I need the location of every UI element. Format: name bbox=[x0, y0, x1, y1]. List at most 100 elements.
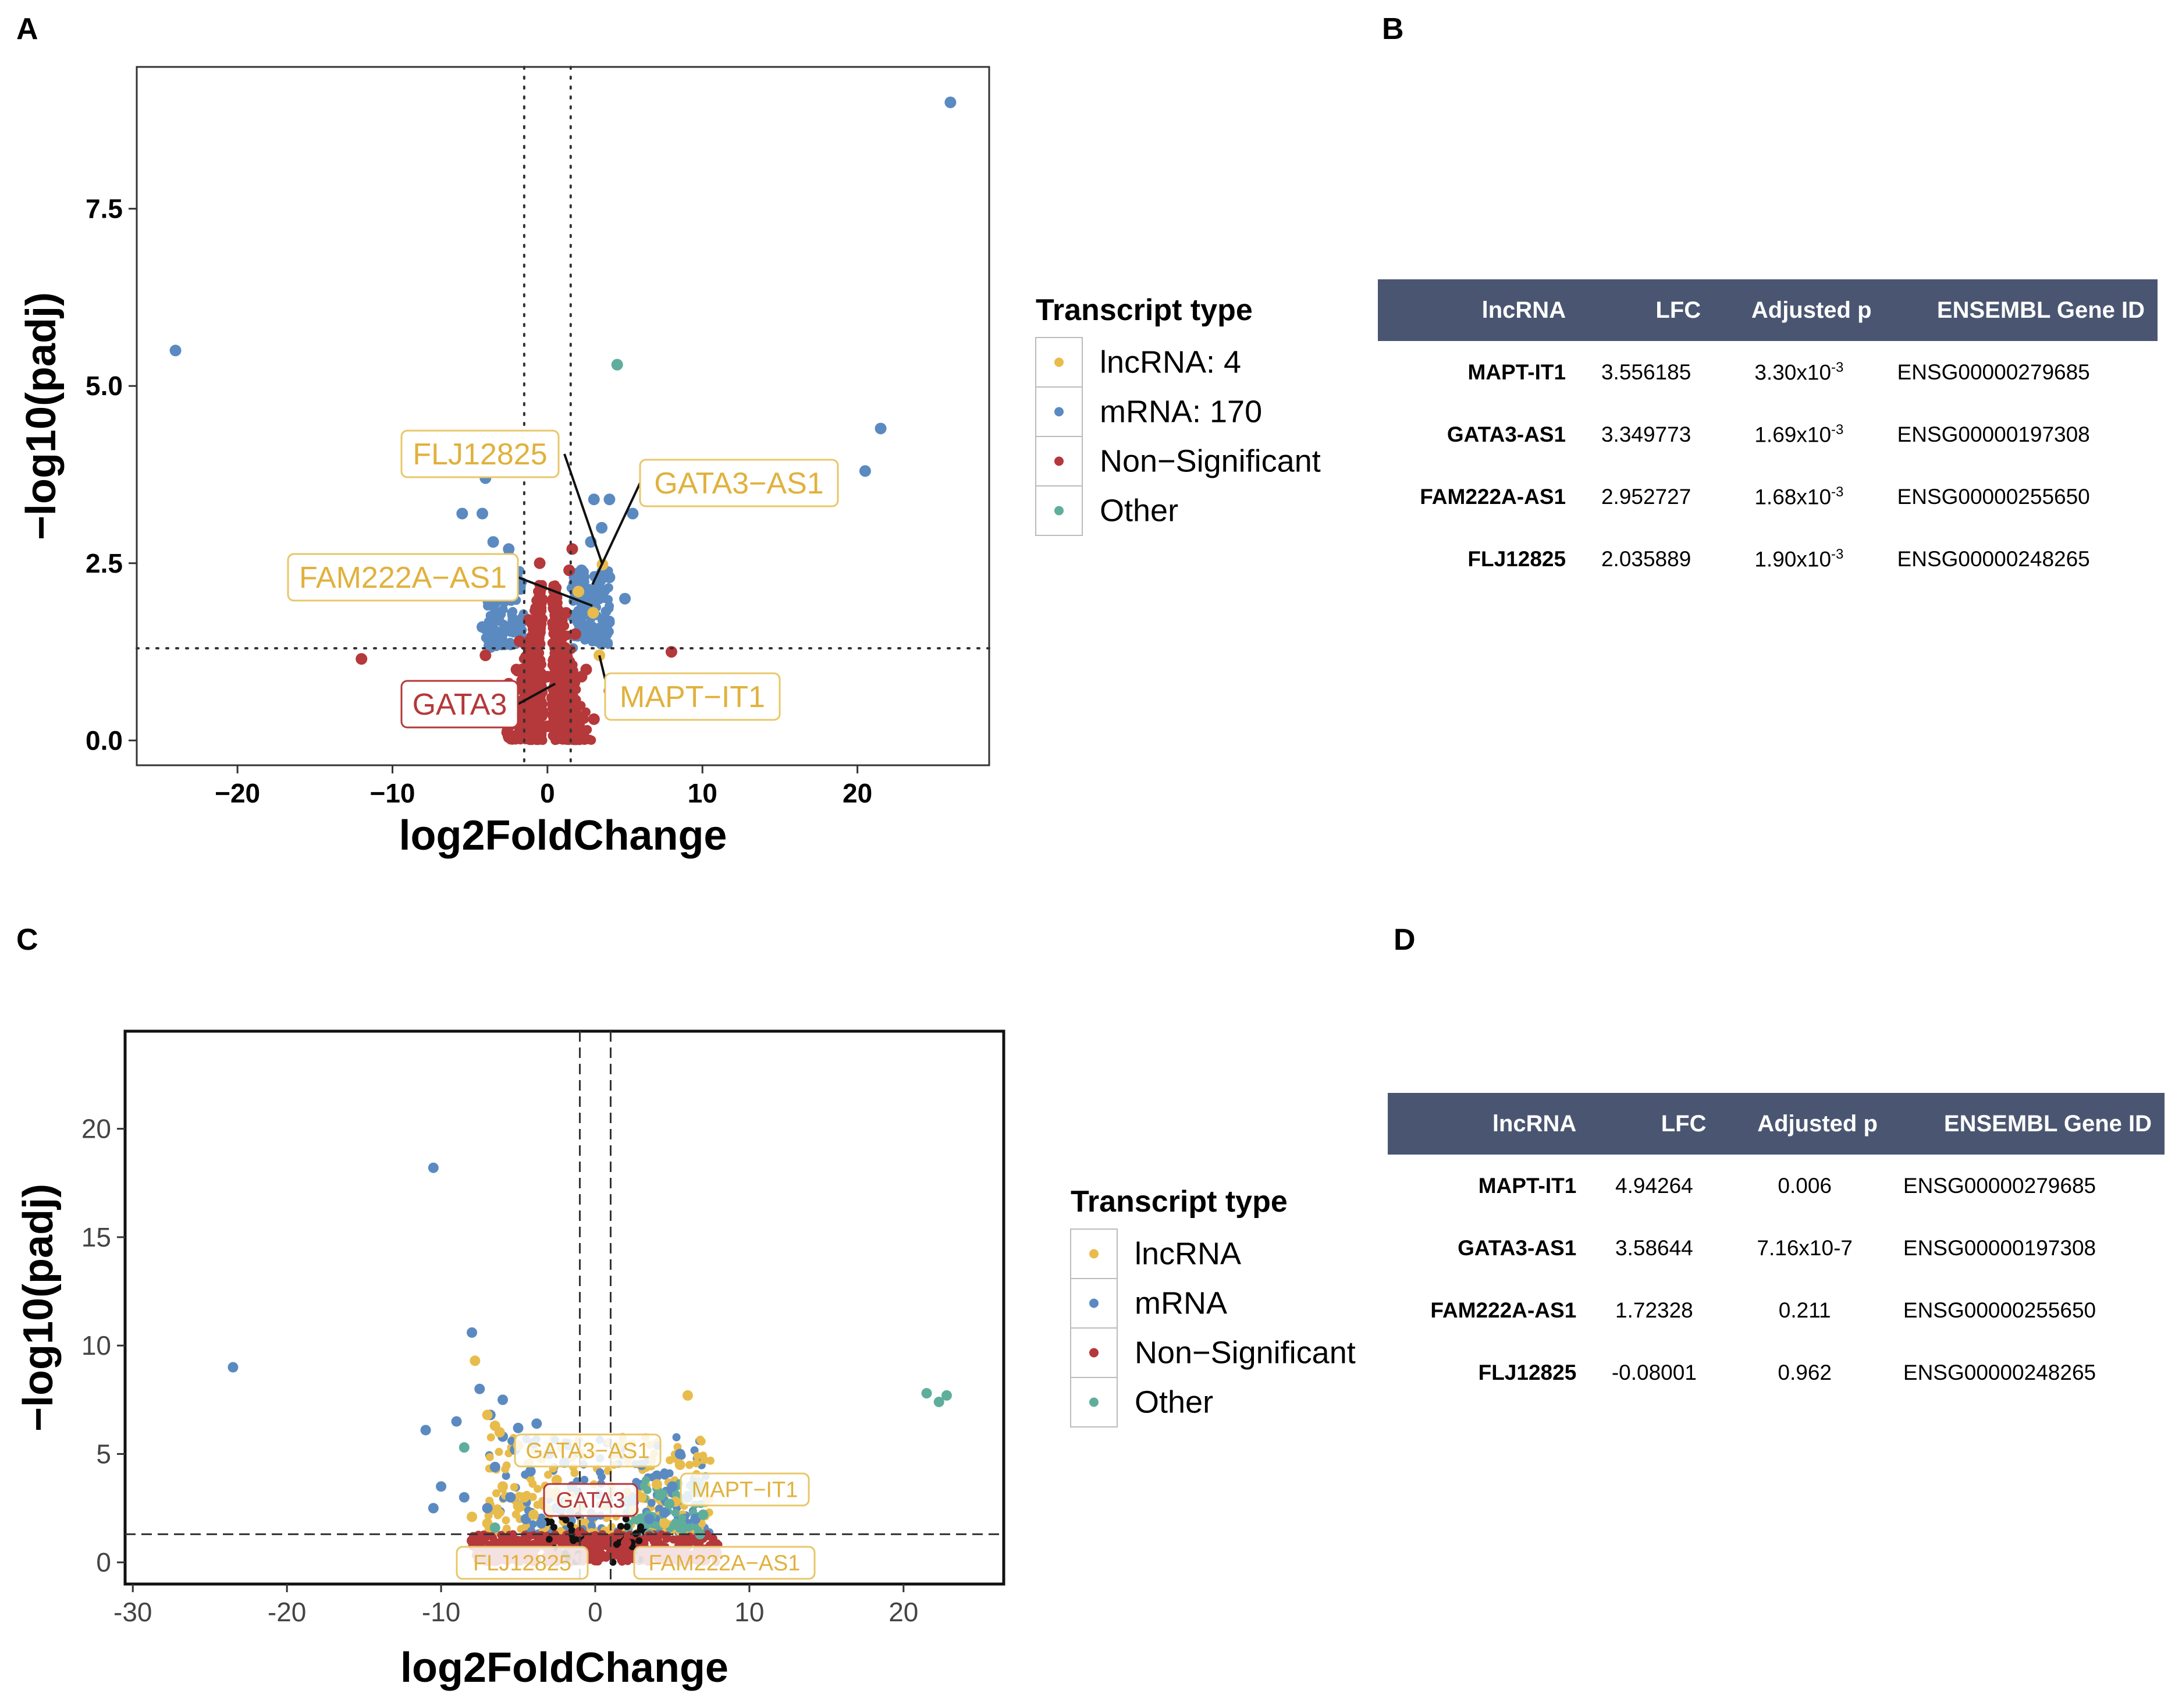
data-point bbox=[520, 1514, 531, 1525]
cloud-point bbox=[666, 1456, 674, 1465]
cloud-point bbox=[492, 1489, 500, 1497]
data-point bbox=[682, 1390, 693, 1401]
data-point bbox=[510, 663, 523, 676]
cloud-point bbox=[647, 1499, 656, 1507]
cloud-point bbox=[685, 1461, 694, 1469]
label-leader-line bbox=[563, 453, 604, 565]
data-point bbox=[534, 557, 546, 569]
table-row: MAPT-IT1 3.556185 3.30x10-3 ENSG00000279… bbox=[1378, 341, 2158, 403]
gene-label-box bbox=[604, 672, 781, 721]
gene-label: GATA3 bbox=[413, 688, 507, 722]
data-point bbox=[674, 1460, 685, 1471]
cloud-point bbox=[700, 1455, 709, 1464]
nonsig-point bbox=[532, 669, 542, 679]
data-point bbox=[525, 1466, 536, 1477]
data-point bbox=[531, 1418, 542, 1429]
gene-name: FLJ12825 bbox=[1467, 546, 1566, 571]
nonsig-point bbox=[571, 695, 581, 705]
table-b: lncRNA LFC Adjusted p ENSEMBL Gene ID MA… bbox=[1378, 279, 2158, 590]
table-b-col-ensembl: ENSEMBL Gene ID bbox=[1884, 279, 2158, 341]
data-point bbox=[482, 1503, 493, 1514]
data-point bbox=[526, 699, 538, 711]
cloud-point bbox=[581, 1518, 590, 1527]
x-tick-label: 10 bbox=[734, 1597, 764, 1627]
gene-name: GATA3-AS1 bbox=[1458, 1235, 1577, 1260]
data-point bbox=[941, 1390, 952, 1401]
data-point bbox=[859, 465, 871, 477]
cloud-point bbox=[693, 1452, 702, 1461]
x-tick-label: 0 bbox=[540, 778, 555, 808]
data-point bbox=[541, 670, 553, 683]
data-point bbox=[428, 1162, 439, 1173]
data-point bbox=[479, 649, 492, 662]
data-point bbox=[551, 1475, 562, 1486]
cloud-point bbox=[501, 1465, 510, 1473]
nonsig-point bbox=[713, 1539, 722, 1548]
mrna-point bbox=[508, 607, 518, 617]
legend-label: mRNA bbox=[1135, 1286, 1227, 1321]
cloud-point bbox=[534, 1485, 542, 1493]
mrna-point bbox=[574, 608, 584, 617]
data-point bbox=[651, 1470, 662, 1481]
data-point bbox=[651, 1479, 662, 1490]
mrna-point bbox=[486, 643, 496, 653]
padj-value: 1.69x10-3 bbox=[1714, 403, 1884, 466]
cloud-point bbox=[502, 1516, 510, 1525]
data-point bbox=[588, 493, 600, 506]
data-point bbox=[569, 628, 581, 640]
data-point bbox=[536, 1531, 547, 1542]
data-point bbox=[467, 1327, 478, 1338]
data-point bbox=[573, 585, 585, 598]
nonsig-point bbox=[602, 1539, 610, 1548]
data-point bbox=[597, 614, 609, 626]
nonsig-point bbox=[489, 1533, 497, 1542]
data-point bbox=[228, 1362, 239, 1373]
lfc-value: 3.556185 bbox=[1601, 360, 1691, 384]
nonsig-point bbox=[555, 690, 565, 699]
data-point bbox=[541, 720, 553, 732]
legend-label: Other bbox=[1135, 1385, 1213, 1420]
x-tick-label: −20 bbox=[215, 778, 260, 808]
nonsig-point bbox=[507, 730, 517, 740]
gene-label: GATA3 bbox=[556, 1489, 626, 1513]
data-point bbox=[546, 692, 558, 704]
ensembl-id: ENSG00000248265 bbox=[1897, 546, 2090, 571]
x-axis-title: log2FoldChange bbox=[400, 1645, 728, 1691]
table-d-col-ensembl: ENSEMBL Gene ID bbox=[1890, 1093, 2165, 1155]
y-tick-label: 5.0 bbox=[86, 371, 123, 401]
data-point bbox=[933, 1397, 944, 1408]
data-point bbox=[575, 670, 588, 683]
legend-title: Transcript type bbox=[1071, 1185, 1288, 1219]
legend-title: Transcript type bbox=[1036, 293, 1253, 327]
mrna-point bbox=[485, 610, 495, 620]
y-tick-label: 7.5 bbox=[86, 194, 123, 224]
legend-marker bbox=[1089, 1298, 1099, 1308]
nonsig-point bbox=[536, 625, 546, 635]
data-point bbox=[651, 1535, 662, 1546]
highlight-point bbox=[567, 1521, 574, 1529]
y-axis-title: −log10(padj) bbox=[15, 1184, 62, 1432]
gene-label-box bbox=[543, 1483, 638, 1517]
data-point bbox=[169, 345, 182, 357]
table-d-col-padj: Adjusted p bbox=[1719, 1093, 1890, 1155]
legend: Transcript type lncRNA mRNA Non−Significant… bbox=[1070, 1185, 1356, 1428]
nonsig-point bbox=[537, 596, 547, 606]
nonsig-point bbox=[506, 1537, 515, 1546]
mrna-point bbox=[593, 583, 603, 592]
table-d-header-row: lncRNA LFC Adjusted p ENSEMBL Gene ID bbox=[1388, 1093, 2165, 1155]
legend-label: lncRNA: 4 bbox=[1100, 345, 1241, 380]
gene-label-box bbox=[287, 553, 519, 602]
highlight-point bbox=[550, 1524, 557, 1531]
data-point bbox=[507, 614, 520, 626]
legend-label: lncRNA bbox=[1135, 1237, 1241, 1272]
data-point bbox=[487, 599, 499, 612]
table-row: GATA3-AS1 3.58644 7.16x10-7 ENSG00000197… bbox=[1388, 1217, 2165, 1279]
data-point bbox=[644, 1514, 655, 1525]
other-point bbox=[671, 1508, 680, 1517]
data-point bbox=[503, 543, 515, 555]
padj-mantissa: 3.30x10 bbox=[1754, 360, 1832, 385]
cloud-point bbox=[502, 1472, 510, 1480]
legend-label: Non−Significant bbox=[1100, 444, 1321, 479]
data-point bbox=[519, 1492, 530, 1503]
data-point bbox=[557, 699, 569, 711]
